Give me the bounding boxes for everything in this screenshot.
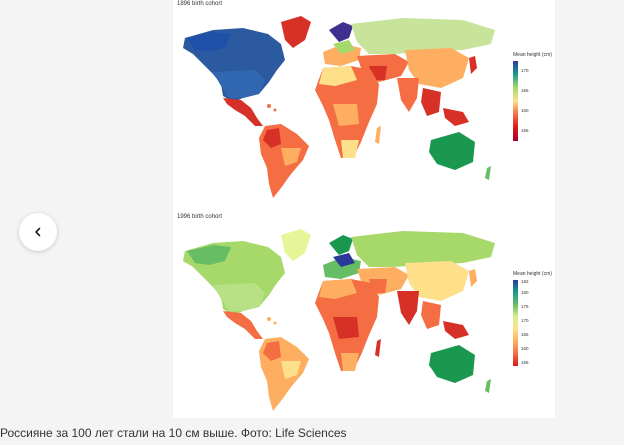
legend-color-bar <box>513 61 518 141</box>
world-height-map <box>183 16 495 198</box>
legend-title: Mean height (cm) <box>513 52 552 58</box>
legend-title: Mean height (cm) <box>513 271 552 277</box>
panel-title: 1896 birth cohort <box>177 1 223 7</box>
map-panel-1896: 1896 birth cohort <box>173 0 555 205</box>
prev-slide-button[interactable] <box>19 213 57 251</box>
legend-tick: 170 <box>521 68 529 73</box>
map-panel-1996: 1996 birth cohort <box>173 213 555 418</box>
legend-tick: 155 <box>521 128 529 133</box>
image-caption: Россияне за 100 лет стали на 10 см выше.… <box>0 426 347 440</box>
legend-tick: 175 <box>521 304 529 309</box>
world-height-map <box>183 229 495 411</box>
legend-tick: 160 <box>521 346 529 351</box>
legend-tick: 182 <box>521 279 529 284</box>
legend-color-bar <box>513 280 518 366</box>
panel-title: 1996 birth cohort <box>177 214 223 220</box>
legend-tick: 165 <box>521 88 529 93</box>
legend-tick: 155 <box>521 360 529 365</box>
legend-tick: 170 <box>521 318 529 323</box>
photo-gallery: 1896 birth cohort <box>19 0 555 418</box>
legend-tick: 180 <box>521 290 529 295</box>
gallery-image: 1896 birth cohort <box>173 0 555 418</box>
chevron-left-icon <box>35 227 41 237</box>
legend-tick: 165 <box>521 332 529 337</box>
legend-tick: 160 <box>521 108 529 113</box>
